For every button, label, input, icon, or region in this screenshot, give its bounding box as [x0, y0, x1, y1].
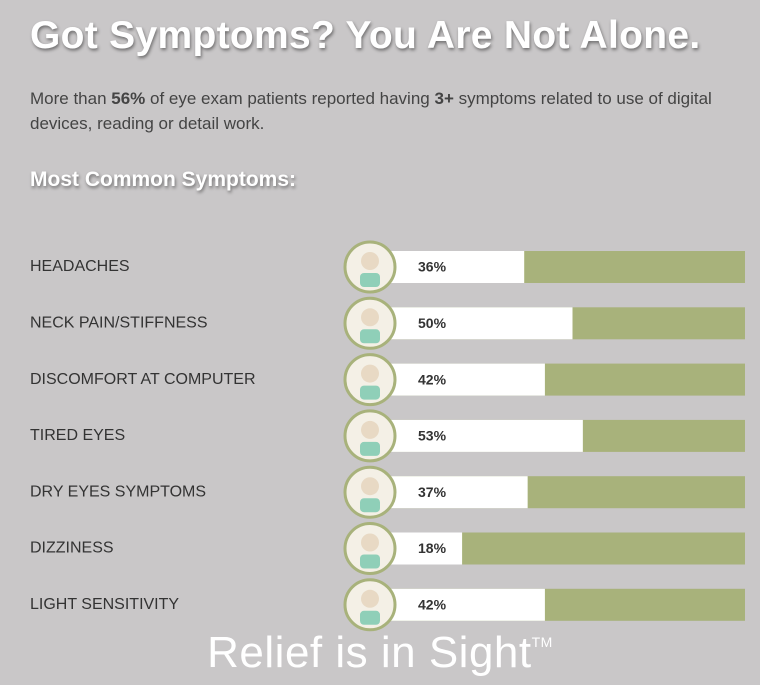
bar — [385, 419, 583, 452]
subtitle-text: symptoms related to use of digital devic… — [30, 89, 712, 133]
icon-head — [361, 308, 379, 327]
icon-body — [360, 554, 380, 569]
footer-text: Relief is in Sight — [207, 628, 532, 677]
category-label: NECK PAIN/STIFFNESS — [30, 315, 208, 332]
category-label: HEADACHES — [30, 258, 130, 275]
subtitle: More than 56% of eye exam patients repor… — [30, 86, 730, 136]
value-label: 37% — [418, 484, 447, 500]
icon-body — [360, 329, 380, 344]
footer: Relief is in SightTM — [0, 628, 760, 678]
icon-body — [360, 273, 380, 287]
category-label: DRY EYES SYMPTOMS — [30, 483, 206, 500]
category-label: LIGHT SENSITIVITY — [30, 596, 179, 613]
bar — [385, 307, 573, 340]
icon-body — [360, 610, 380, 625]
title: Got Symptoms? You Are Not Alone. — [30, 14, 701, 57]
category-label: DIZZINESS — [30, 540, 114, 557]
icon-head — [361, 533, 379, 552]
trademark: TM — [531, 634, 553, 650]
icon-head — [361, 420, 379, 439]
subtitle-text: of eye exam patients reported having — [145, 89, 435, 108]
section-title: Most Common Symptoms: — [30, 168, 297, 191]
value-label: 53% — [418, 428, 447, 444]
icon-body — [360, 385, 380, 400]
icon-head — [361, 477, 379, 496]
value-label: 42% — [418, 597, 447, 613]
icon-head — [361, 252, 379, 270]
icon-body — [360, 498, 380, 513]
subtitle-highlight: 3+ — [434, 89, 454, 108]
subtitle-text: More than — [30, 89, 112, 108]
category-label: DISCOMFORT AT COMPUTER — [30, 371, 256, 388]
value-label: 50% — [418, 315, 447, 331]
icon-head — [361, 364, 379, 383]
icon-body — [360, 441, 380, 456]
value-label: 42% — [418, 371, 447, 387]
bar — [385, 251, 525, 283]
subtitle-highlight: 56% — [111, 89, 146, 108]
icon-head — [361, 589, 379, 608]
bar — [385, 588, 545, 621]
category-label: TIRED EYES — [30, 427, 125, 444]
value-label: 36% — [418, 259, 447, 275]
bar — [385, 476, 528, 509]
bar — [385, 532, 463, 565]
bar — [385, 363, 545, 396]
value-label: 18% — [418, 540, 447, 556]
